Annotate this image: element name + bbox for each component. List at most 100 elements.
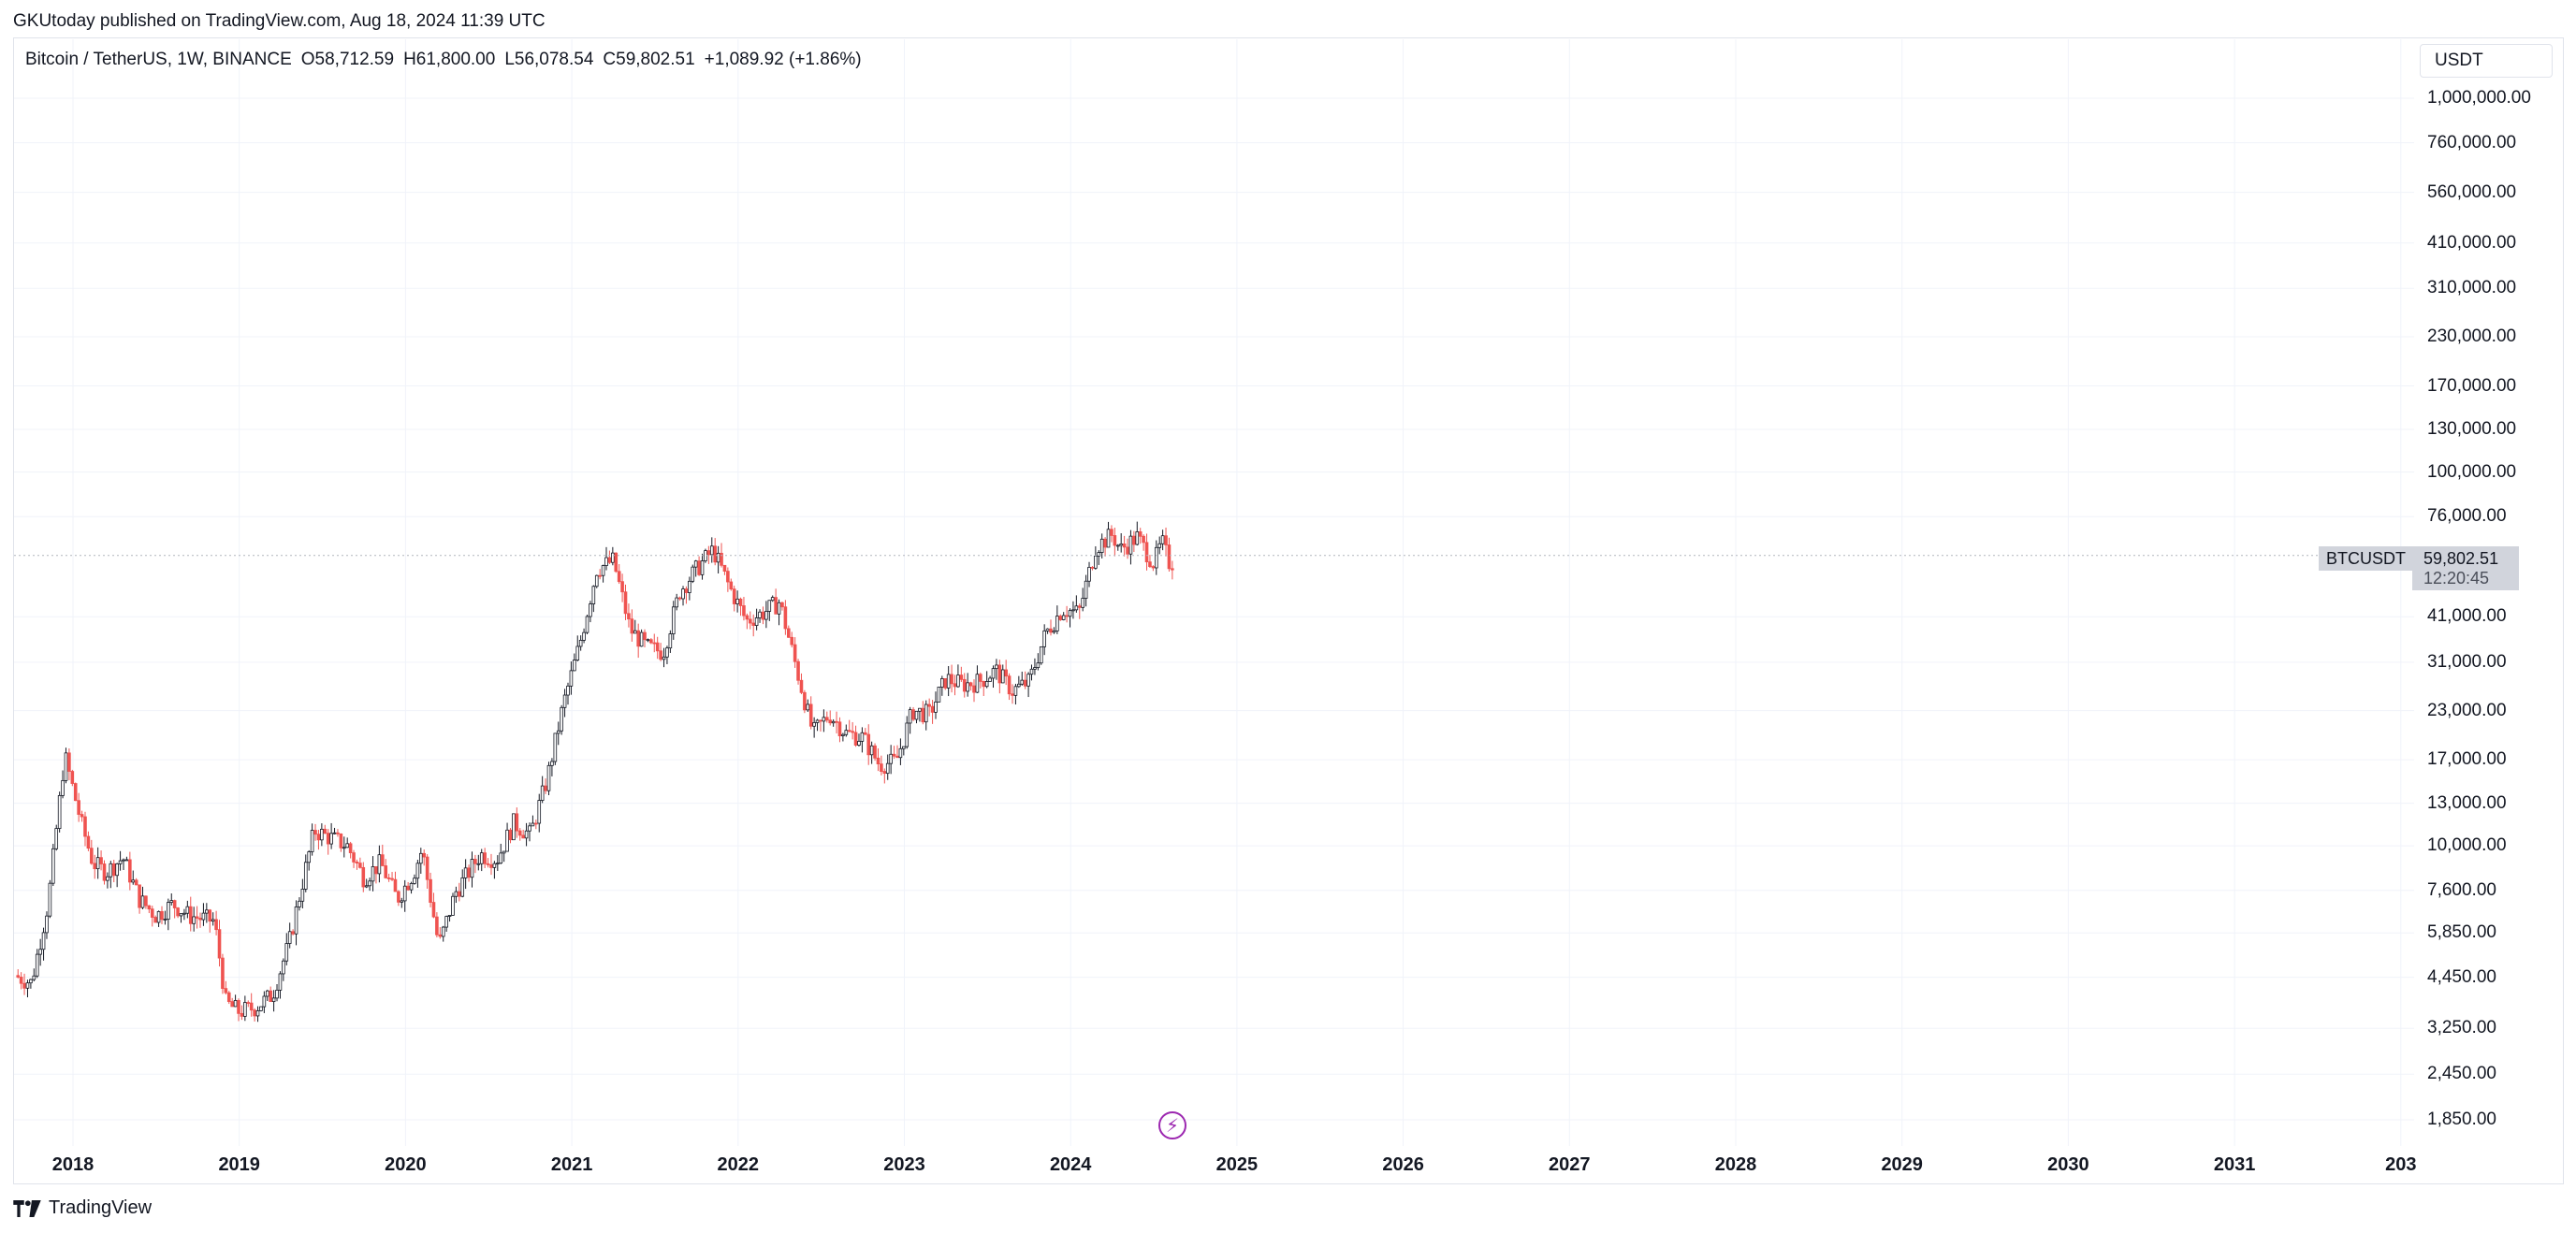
candle-body	[233, 1000, 238, 1008]
candle-body	[562, 694, 567, 708]
candle-body	[677, 597, 682, 600]
candle-body	[246, 1002, 251, 1004]
candle-body	[991, 668, 996, 679]
candle-body	[167, 902, 170, 920]
candle-body	[876, 757, 880, 764]
candle-body	[300, 888, 305, 902]
candle-body	[1026, 674, 1030, 687]
candle-body	[575, 646, 580, 660]
candle-body	[160, 910, 164, 921]
candle-body	[806, 704, 810, 711]
candle-body	[413, 878, 416, 884]
candle-body	[483, 852, 487, 864]
candle-body	[630, 618, 634, 634]
candle-body	[1011, 693, 1014, 696]
candle-body	[604, 557, 608, 566]
candle-body	[342, 847, 346, 849]
candle-body	[918, 707, 922, 712]
candle-body	[790, 636, 794, 646]
candle-body	[556, 730, 560, 734]
candle-body	[163, 919, 167, 921]
candle-body	[864, 732, 867, 735]
candle-body	[851, 731, 854, 733]
candle-body	[783, 606, 788, 630]
candle-body	[681, 588, 685, 600]
candle-body	[908, 709, 912, 724]
candle-body	[441, 926, 445, 937]
candle-body	[192, 916, 196, 924]
candle-body	[531, 822, 535, 827]
candle-body	[633, 630, 637, 634]
candle-body	[278, 973, 283, 991]
candle-body	[122, 859, 125, 862]
candle-body	[1090, 567, 1095, 569]
candle-body	[307, 851, 311, 863]
candle-body	[675, 597, 678, 608]
candle-body	[109, 863, 113, 878]
candle-body	[45, 915, 49, 934]
candle-body	[921, 707, 925, 723]
candle-body	[729, 581, 734, 590]
y-tick-label: 100,000.00	[2427, 461, 2517, 482]
candle-body	[1160, 535, 1165, 544]
candle-body	[1103, 538, 1107, 548]
legend-symbol[interactable]: Bitcoin / TetherUS, 1W, BINANCE	[25, 50, 292, 69]
candle-body	[1061, 615, 1066, 620]
candle-body	[1055, 616, 1059, 631]
candle-body	[646, 639, 650, 642]
candle-body	[1094, 555, 1098, 569]
candle-body	[706, 550, 711, 556]
candle-body	[988, 677, 992, 682]
candle-body	[1144, 542, 1149, 563]
candle-body	[214, 919, 218, 931]
candle-body	[540, 785, 545, 801]
symbol-badge: BTCUSDT	[2319, 546, 2413, 571]
candle-body	[639, 631, 644, 647]
candle-body	[25, 982, 30, 989]
candle-body	[819, 719, 822, 722]
candle-body	[291, 931, 295, 935]
x-tick-label: 2031	[2213, 1154, 2256, 1175]
candle-body	[505, 829, 509, 852]
candle-body	[722, 564, 727, 572]
candle-body	[195, 916, 199, 919]
candle-body	[1020, 679, 1025, 685]
y-tick-label: 560,000.00	[2427, 181, 2517, 202]
candle-body	[831, 720, 836, 724]
candle-body	[1058, 616, 1063, 620]
candle-body	[348, 843, 353, 853]
candle-body	[400, 900, 404, 903]
candle-body	[822, 717, 826, 722]
candle-body	[764, 611, 768, 620]
candle-body	[93, 863, 97, 870]
x-tick-label: 2029	[1881, 1154, 1923, 1175]
candle-body	[598, 574, 602, 577]
candle-body	[652, 642, 657, 645]
candle-body	[573, 660, 576, 672]
candle-body	[793, 644, 797, 662]
candle-body	[905, 722, 910, 747]
candle-body	[700, 560, 705, 575]
legend-change: +1,089.92 (+1.86%)	[704, 50, 862, 69]
candle-body	[397, 891, 400, 903]
candle-body	[620, 581, 624, 593]
lightning-icon[interactable]: ⚡	[1158, 1111, 1186, 1139]
candle-body	[111, 863, 116, 877]
y-tick-label: 13,000.00	[2427, 792, 2507, 813]
candle-body	[1119, 543, 1123, 546]
candle-body	[585, 616, 589, 633]
candle-body	[326, 833, 330, 845]
candle-body	[51, 848, 55, 884]
candle-body	[422, 852, 427, 858]
candle-body	[95, 857, 100, 870]
x-tick-label: 203	[2385, 1154, 2417, 1175]
candle-body	[54, 828, 59, 849]
candle-body	[966, 682, 969, 692]
tradingview-logo-icon	[13, 1199, 41, 1217]
candle-body	[623, 591, 628, 615]
currency-button[interactable]: USDT	[2420, 44, 2553, 78]
candle-body	[869, 745, 874, 756]
candle-body	[86, 835, 91, 849]
footer: TradingView	[13, 1197, 152, 1219]
